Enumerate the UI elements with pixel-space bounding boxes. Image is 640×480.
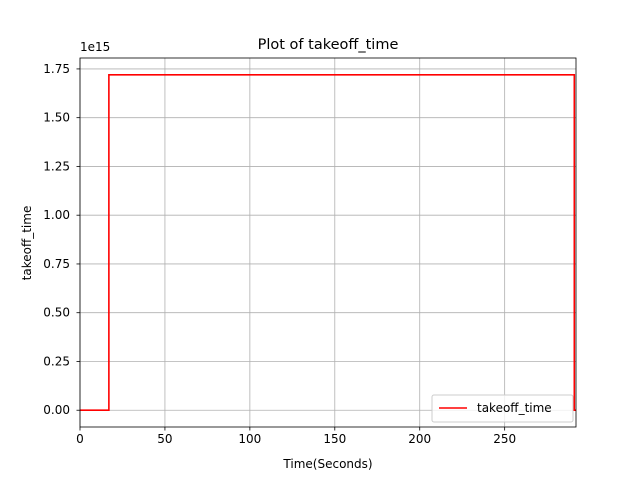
- grid: [79, 58, 576, 427]
- x-axis-label: Time(Seconds): [282, 457, 372, 471]
- y-tick-label: 1.25: [43, 159, 70, 173]
- y-tick-label: 1.00: [43, 208, 70, 222]
- chart-title: Plot of takeoff_time: [258, 37, 399, 53]
- y-axis-label: takeoff_time: [20, 206, 34, 281]
- y-tick-label: 0.75: [43, 257, 70, 271]
- legend-label: takeoff_time: [477, 401, 552, 415]
- y-tick-label: 1.50: [43, 111, 70, 125]
- y-tick-label: 0.50: [43, 306, 70, 320]
- y-tick-label: 0.00: [43, 403, 70, 417]
- y-ticks: 0.00 0.25 0.50 0.75 1.00 1.25 1.50 1.75: [43, 62, 80, 417]
- series-line: [80, 73, 576, 412]
- x-ticks: 0 50 100 150 200 250: [76, 427, 516, 446]
- y-offset-label: 1e15: [80, 40, 110, 54]
- x-tick-label: 250: [493, 432, 516, 446]
- axes-frame: [79, 57, 577, 428]
- x-tick-label: 200: [408, 432, 431, 446]
- y-tick-label: 0.25: [43, 354, 70, 368]
- legend: takeoff_time: [431, 394, 574, 423]
- x-tick-label: 50: [157, 432, 172, 446]
- y-tick-label: 1.75: [43, 62, 70, 76]
- series-layer: [80, 73, 576, 412]
- x-tick-label: 0: [76, 432, 84, 446]
- x-tick-label: 100: [238, 432, 261, 446]
- x-tick-label: 150: [323, 432, 346, 446]
- legend-box: [431, 394, 574, 423]
